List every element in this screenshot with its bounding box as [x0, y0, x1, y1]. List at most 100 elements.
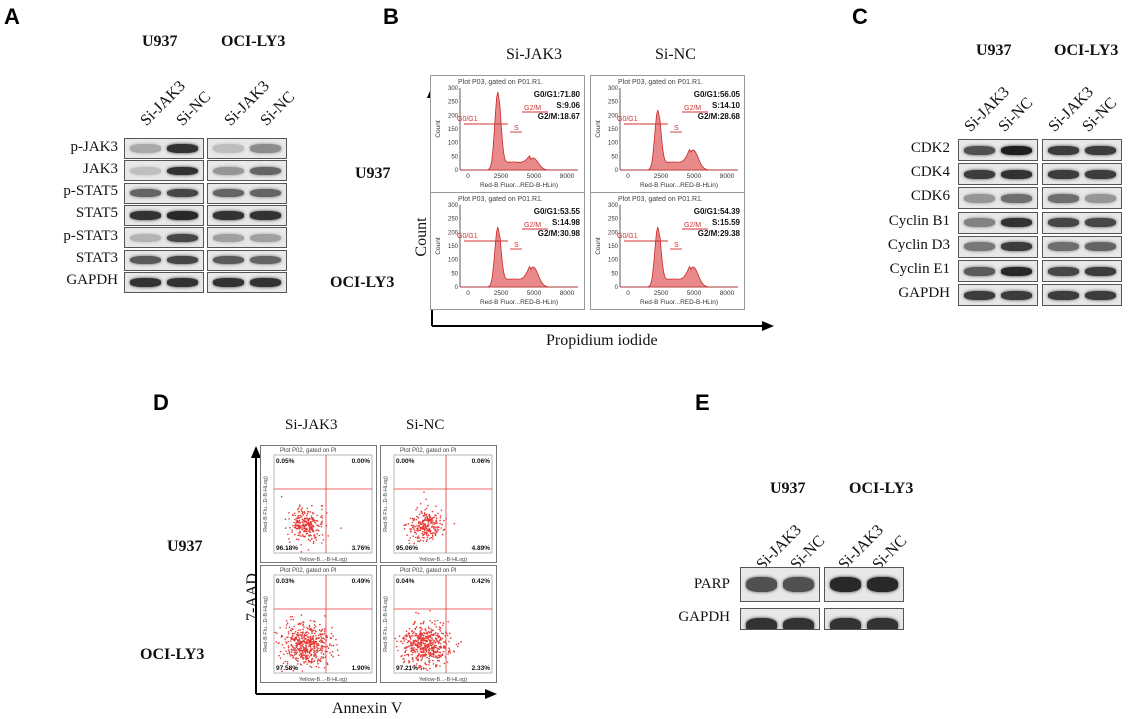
event-dot: [411, 632, 414, 635]
quadrant-upper-left: 0.05%: [276, 458, 295, 465]
event-dot: [428, 527, 431, 530]
event-dot: [411, 653, 413, 656]
event-dot: [434, 642, 436, 644]
event-dot: [426, 647, 428, 649]
event-dot: [312, 635, 315, 637]
blot-band: [1085, 290, 1117, 300]
gate-label-s: S: [674, 125, 679, 132]
event-dot: [291, 529, 293, 531]
event-dot: [303, 511, 305, 513]
event-dot: [310, 653, 313, 656]
event-dot: [297, 657, 299, 660]
event-dot: [321, 650, 324, 652]
blot-strip: [207, 160, 287, 182]
event-dot: [424, 517, 427, 519]
blot-strip: [1042, 284, 1122, 307]
event-dot: [453, 650, 456, 653]
event-dot: [435, 666, 437, 668]
plot-title: Plot P03, gated on P01.R1.: [458, 196, 543, 203]
event-dot: [421, 658, 423, 660]
plot-y-tick: 150: [608, 244, 619, 250]
event-dot: [440, 642, 442, 645]
event-dot: [423, 635, 425, 637]
event-dot: [299, 530, 301, 533]
event-dot: [413, 631, 415, 633]
blot-strip: [124, 249, 204, 271]
panel-d-row-u937: U937: [167, 538, 203, 555]
event-dot: [425, 649, 428, 652]
event-dot: [290, 645, 293, 647]
event-dot: [307, 530, 309, 532]
phase-stat: G0/G1:53.55: [534, 207, 581, 216]
event-dot: [293, 647, 295, 649]
event-dot: [285, 642, 288, 645]
plot-y-tick: 150: [448, 127, 459, 133]
event-dot: [455, 643, 458, 646]
event-dot: [306, 512, 309, 515]
event-dot: [308, 643, 311, 646]
event-dot: [425, 630, 427, 632]
event-dot: [316, 649, 318, 651]
event-dot: [432, 647, 434, 650]
blot-row-label: Cyclin D3: [887, 236, 950, 253]
event-dot: [429, 639, 432, 641]
event-dot: [439, 621, 442, 624]
event-dot: [312, 620, 315, 622]
event-dot: [431, 525, 434, 528]
blot-row-label: GAPDH: [678, 609, 730, 625]
event-dot: [317, 643, 320, 645]
event-dot: [304, 512, 306, 514]
phase-stat: S:15.59: [712, 218, 741, 227]
event-dot: [309, 665, 311, 668]
event-dot: [302, 654, 305, 656]
event-dot: [303, 520, 306, 523]
plot-title: Plot P02, gated on Pl: [280, 568, 336, 574]
event-dot: [428, 647, 430, 649]
event-dot: [421, 527, 424, 530]
blot-strip: [824, 567, 904, 602]
event-dot: [417, 641, 419, 643]
event-dot: [291, 636, 293, 638]
plot-title: Plot P03, gated on P01.R1.: [618, 79, 703, 86]
plot-frame: [430, 75, 585, 193]
event-dot: [316, 651, 318, 654]
event-dot: [317, 530, 320, 532]
event-dot: [309, 511, 312, 513]
event-dot: [449, 637, 452, 639]
event-dot: [304, 520, 307, 523]
blot-band: [212, 255, 244, 265]
event-dot: [311, 518, 314, 520]
plot-title: Plot P02, gated on Pl: [280, 448, 336, 454]
panel-b-letter: B: [383, 4, 399, 29]
event-dot: [317, 666, 320, 669]
event-dot: [313, 643, 315, 646]
blot-strip: [958, 260, 1038, 282]
event-dot: [423, 639, 425, 642]
event-dot: [308, 530, 311, 533]
event-dot: [306, 663, 308, 665]
event-dot: [430, 522, 432, 524]
event-dot: [419, 539, 422, 542]
event-dot: [308, 639, 311, 642]
event-dot: [309, 525, 312, 527]
event-dot: [460, 641, 462, 643]
event-dot: [432, 629, 434, 631]
event-dot: [429, 532, 432, 535]
cell-cycle-histogram: Plot P03, gated on P01.R1. 0 50 100 150 200 25…: [590, 75, 745, 193]
plot-x-tick: 8000: [720, 290, 735, 297]
plot-y-label: Red-B Flu...D-B-HLog): [263, 476, 269, 532]
event-dot: [417, 639, 419, 641]
blot-strip: [824, 608, 904, 630]
event-dot: [295, 642, 297, 645]
event-dot: [418, 537, 421, 539]
event-dot: [422, 622, 425, 625]
event-dot: [304, 647, 306, 649]
event-dot: [310, 523, 313, 526]
event-dot: [440, 654, 443, 656]
event-dot: [412, 635, 414, 637]
event-dot: [292, 649, 294, 652]
event-dot: [318, 629, 321, 631]
quadrant-upper-right: 0.42%: [472, 578, 491, 585]
event-dot: [301, 507, 303, 509]
event-dot: [310, 528, 313, 531]
